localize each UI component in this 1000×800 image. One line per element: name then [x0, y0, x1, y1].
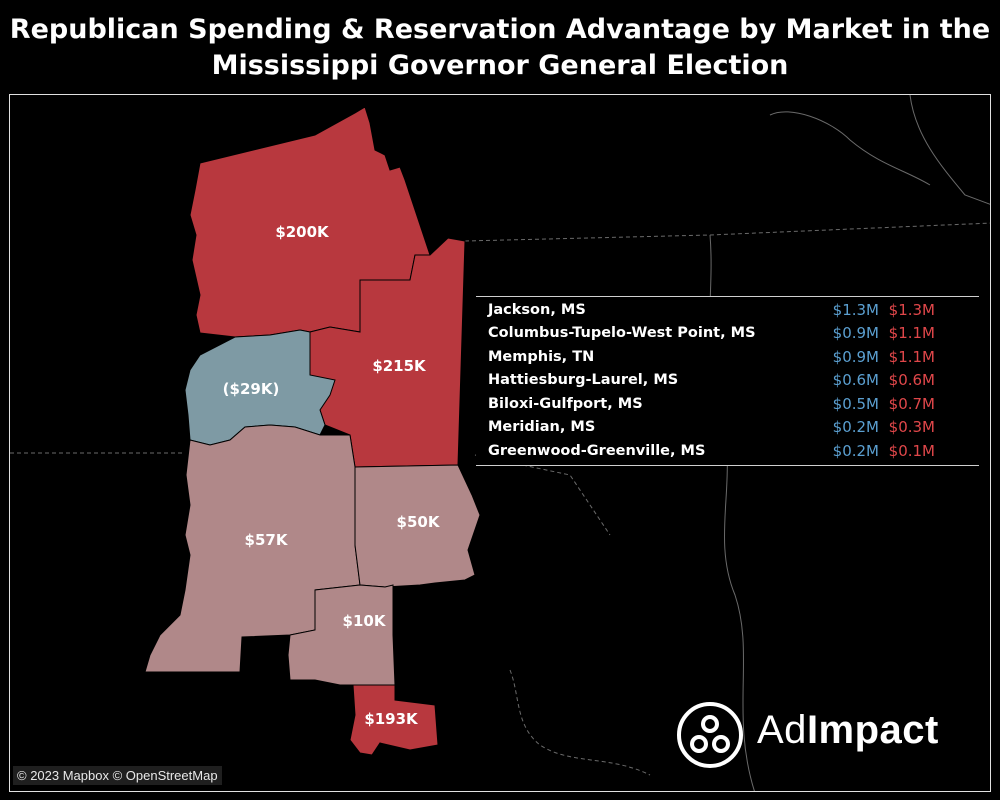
- market-label-hattiesburg-laurel: $10K: [343, 612, 387, 630]
- market-region-hattiesburg-laurel[interactable]: [287, 584, 396, 686]
- legend-rep-value: $0.7M: [888, 394, 935, 413]
- legend-dem-value: $1.3M: [832, 300, 879, 319]
- legend-rep-value: $0.3M: [888, 418, 935, 437]
- legend-row: Biloxi-Gulfport, MS $0.5M $0.7M: [476, 392, 979, 416]
- legend-dem-value: $0.2M: [832, 418, 879, 437]
- map-frame[interactable]: $200K $215K ($29K) $57K $50K $10K $193K …: [9, 94, 991, 792]
- spending-legend: Jackson, MS $1.3M $1.3M Columbus-Tupelo-…: [476, 296, 979, 466]
- legend-market-name: Jackson, MS: [488, 301, 586, 318]
- legend-row: Memphis, TN $0.9M $1.1M: [476, 345, 979, 369]
- title-line-1: Republican Spending & Reservation Advant…: [9, 14, 991, 45]
- legend-dem-value: $0.6M: [832, 371, 879, 390]
- legend-row: Greenwood-Greenville, MS $0.2M $0.1M: [476, 439, 979, 463]
- market-label-greenwood-greenville: ($29K): [223, 380, 280, 398]
- logo-text-bold: Impact: [806, 708, 939, 752]
- al-tn-border-line: [464, 222, 990, 242]
- legend-market-name: Columbus-Tupelo-West Point, MS: [488, 325, 756, 342]
- adimpact-logo-text: AdImpact: [757, 708, 939, 753]
- legend-market-name: Biloxi-Gulfport, MS: [488, 395, 643, 412]
- legend-market-name: Meridian, MS: [488, 419, 596, 436]
- legend-dem-value: $0.2M: [832, 441, 879, 460]
- market-label-jackson: $57K: [245, 531, 289, 549]
- market-region-biloxi-gulfport[interactable]: [349, 684, 439, 756]
- legend-market-name: Memphis, TN: [488, 348, 595, 365]
- legend-rep-value: $0.1M: [888, 441, 935, 460]
- legend-row: Meridian, MS $0.2M $0.3M: [476, 416, 979, 440]
- legend-row: Hattiesburg-Laurel, MS $0.6M $0.6M: [476, 369, 979, 393]
- chart-title: Republican Spending & Reservation Advant…: [0, 12, 1000, 84]
- title-line-2: Mississippi Governor General Election: [211, 50, 789, 81]
- legend-market-name: Greenwood-Greenville, MS: [488, 442, 706, 459]
- adimpact-logo: AdImpact: [675, 700, 975, 770]
- market-label-memphis: $200K: [275, 223, 330, 241]
- market-labels: $200K $215K ($29K) $57K $50K $10K $193K: [223, 223, 441, 728]
- adimpact-logo-icon: [677, 702, 743, 768]
- market-label-biloxi-gulfport: $193K: [364, 710, 419, 728]
- al-fl-border-line: [474, 454, 611, 536]
- map-canvas[interactable]: $200K $215K ($29K) $57K $50K $10K $193K: [10, 95, 991, 792]
- legend-rep-value: $1.1M: [888, 347, 935, 366]
- legend-rep-value: $1.3M: [888, 300, 935, 319]
- market-label-columbus-tupelo: $215K: [372, 357, 427, 375]
- south-border-line: [509, 669, 651, 776]
- market-regions: [144, 106, 481, 756]
- legend-row: Columbus-Tupelo-West Point, MS $0.9M $1.…: [476, 322, 979, 346]
- legend-dem-value: $0.9M: [832, 324, 879, 343]
- logo-text-light: Ad: [757, 708, 807, 752]
- legend-dem-value: $0.9M: [832, 347, 879, 366]
- legend-dem-value: $0.5M: [832, 394, 879, 413]
- east-border-line: [769, 111, 931, 186]
- ky-border-line: [909, 95, 990, 205]
- legend-rep-value: $1.1M: [888, 324, 935, 343]
- legend-row: Jackson, MS $1.3M $1.3M: [476, 298, 979, 322]
- market-label-meridian: $50K: [397, 513, 441, 531]
- legend-market-name: Hattiesburg-Laurel, MS: [488, 372, 679, 389]
- map-attribution[interactable]: © 2023 Mapbox © OpenStreetMap: [13, 766, 222, 785]
- legend-rep-value: $0.6M: [888, 371, 935, 390]
